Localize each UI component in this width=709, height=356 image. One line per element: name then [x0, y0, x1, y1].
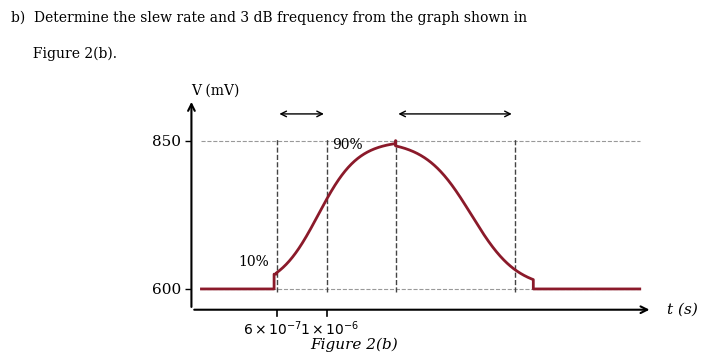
Text: $6 \times 10^{-7}$: $6 \times 10^{-7}$	[243, 320, 303, 339]
Text: $1 \times 10^{-6}$: $1 \times 10^{-6}$	[299, 320, 359, 339]
Text: V (mV): V (mV)	[191, 83, 240, 97]
Text: Figure 2(b): Figure 2(b)	[311, 338, 398, 352]
Text: 10%: 10%	[238, 255, 269, 269]
Text: 90%: 90%	[332, 138, 362, 152]
Text: Figure 2(b).: Figure 2(b).	[11, 46, 117, 61]
Text: t (s): t (s)	[667, 303, 698, 317]
Text: b)  Determine the slew rate and 3 dB frequency from the graph shown in: b) Determine the slew rate and 3 dB freq…	[11, 11, 527, 25]
